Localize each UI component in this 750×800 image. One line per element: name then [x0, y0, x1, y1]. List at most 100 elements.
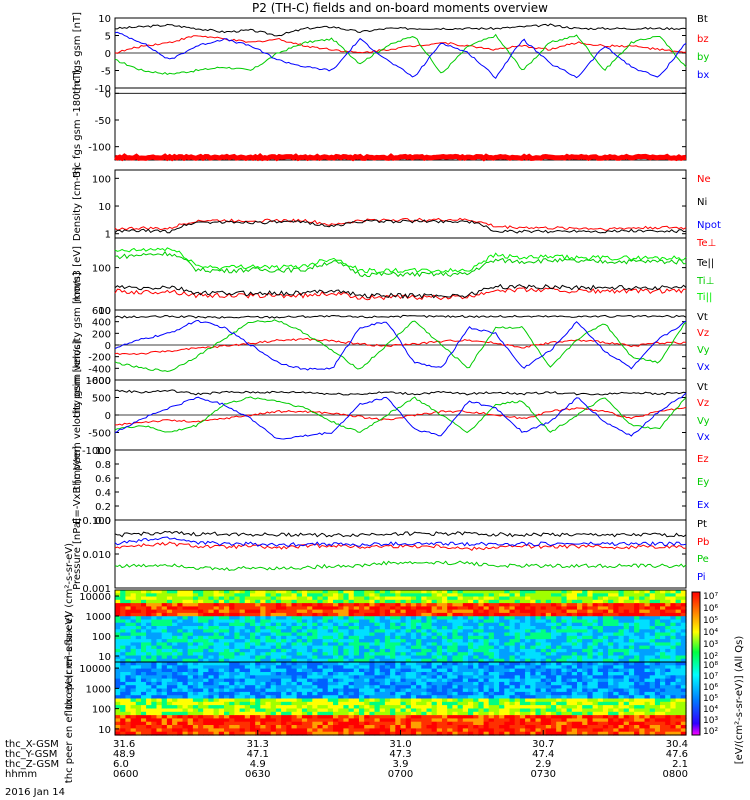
spectrogram-cell: [307, 672, 313, 676]
spectrogram-cell: [519, 688, 526, 693]
spectrogram-cell: [608, 652, 614, 657]
spectrogram-cell: [525, 629, 531, 634]
spectrogram-cell: [649, 695, 656, 700]
spectrogram-cell: [519, 665, 526, 670]
spectrogram-cell: [613, 668, 620, 673]
spectrogram-cell: [431, 622, 438, 627]
spectrogram-cell: [115, 721, 121, 726]
spectrogram-cell: [156, 681, 163, 686]
spectrogram-cell: [379, 662, 386, 666]
spectrogram-cell: [478, 658, 485, 663]
spectrogram-cell: [602, 652, 609, 657]
spectrogram-cell: [265, 675, 272, 680]
spectrogram-cell: [275, 728, 282, 733]
spectrogram-cell: [359, 596, 365, 601]
spectrogram-cell: [592, 632, 599, 637]
spectrogram-cell: [462, 606, 469, 611]
spectrogram-cell: [670, 731, 677, 736]
legend-label: Ti||: [696, 292, 712, 303]
spectrogram-cell: [566, 672, 573, 676]
spectrogram-cell: [364, 652, 370, 657]
spectrogram-cell: [587, 662, 594, 666]
spectrogram-cell: [405, 606, 412, 611]
spectrogram-cell: [359, 622, 365, 627]
spectrogram-cell: [208, 639, 215, 643]
spectrogram-cell: [551, 635, 557, 640]
spectrogram-cell: [618, 681, 625, 686]
spectrogram-cell: [141, 642, 147, 647]
spectrogram-cell: [141, 705, 147, 709]
spectrogram-cell: [172, 590, 178, 594]
spectrogram-cell: [125, 616, 132, 621]
spectrogram-cell: [551, 708, 557, 713]
spectrogram-cell: [410, 590, 417, 594]
spectrogram-cell: [275, 665, 282, 670]
spectrogram-cell: [665, 708, 671, 713]
spectrogram-cell: [525, 725, 531, 729]
spectrogram-cell: [250, 675, 256, 680]
spectrogram-cell: [255, 668, 261, 673]
spectrogram-cell: [566, 645, 573, 650]
spectrogram-cell: [499, 731, 505, 736]
spectrogram-cell: [187, 626, 194, 630]
spectrogram-cell: [135, 603, 142, 607]
spectrogram-cell: [504, 596, 511, 601]
spectrogram-cell: [571, 705, 578, 709]
spectrogram-cell: [317, 665, 324, 670]
spectrogram-cell: [369, 619, 376, 624]
spectrogram-cell: [442, 691, 448, 696]
spectrogram-cell: [442, 665, 448, 670]
spectrogram-cell: [374, 705, 381, 709]
spectrogram-cell: [530, 711, 537, 716]
spectrogram-cell: [623, 701, 630, 706]
spectrogram-cell: [234, 711, 241, 716]
spectrogram-cell: [333, 629, 339, 634]
spectrogram-cell: [255, 629, 261, 634]
spectrogram-cell: [379, 603, 386, 607]
panel-frame: [114, 449, 687, 521]
spectrogram-cell: [374, 642, 381, 647]
spectrogram-cell: [135, 718, 142, 723]
spectrogram-cell: [571, 665, 578, 670]
spectrogram-cell: [649, 593, 656, 598]
y-tick-label: -1000: [82, 446, 111, 457]
spectrogram-cell: [488, 672, 495, 676]
spectrogram-cell: [317, 678, 324, 683]
spectrogram-cell: [551, 593, 557, 598]
spectrogram-cell: [488, 639, 495, 643]
spectrogram-cell: [135, 648, 142, 653]
spectrogram-cell: [416, 705, 422, 709]
spectrogram-cell: [634, 725, 640, 729]
spectrogram-cell: [649, 721, 656, 726]
spectrogram-cell: [483, 619, 490, 624]
spectrogram-cell: [177, 672, 184, 676]
spectrogram-cell: [577, 721, 583, 726]
y-tick-label: 0.8: [95, 460, 111, 471]
spectrogram-cell: [384, 596, 391, 601]
spectrogram-cell: [182, 645, 189, 650]
spectrogram-cell: [519, 609, 526, 614]
spectrogram-cell: [530, 632, 537, 637]
spectrogram-cell: [265, 642, 272, 647]
spectrogram-cell: [369, 609, 376, 614]
spectrogram-cell: [250, 715, 256, 719]
spectrogram-cell: [327, 728, 334, 733]
spectrogram-cell: [566, 596, 573, 601]
spectrogram-cell: [208, 590, 215, 594]
spectrogram-cell: [509, 622, 516, 627]
spectrogram-cell: [473, 718, 479, 723]
spectrogram-cell: [213, 715, 220, 719]
spectrogram-cell: [286, 603, 293, 607]
spectrogram-cell: [561, 711, 568, 716]
spectrogram-cell: [166, 681, 173, 686]
spectrogram-cell: [146, 603, 152, 607]
spectrogram-cell: [125, 695, 132, 700]
spectrogram-cell: [639, 708, 646, 713]
spectrogram-cell: [198, 593, 204, 598]
spectrogram-cell: [530, 652, 537, 657]
spectrogram-cell: [592, 616, 599, 621]
spectrogram-cell: [234, 648, 241, 653]
spectrogram-cell: [275, 721, 282, 726]
spectrogram-cell: [224, 731, 230, 736]
